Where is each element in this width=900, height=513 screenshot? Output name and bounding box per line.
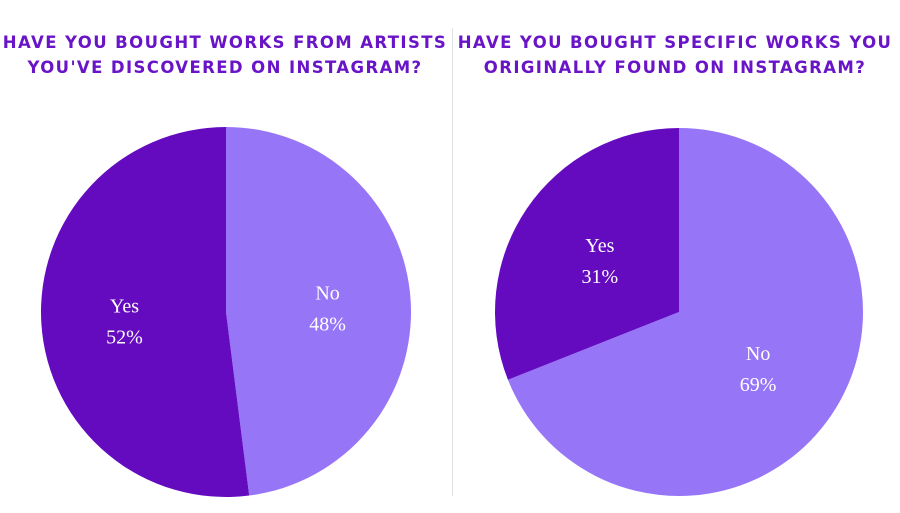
left-chart-title-line-2: YOU'VE DISCOVERED ON INSTAGRAM? [27,58,423,77]
left-chart-title: HAVE YOU BOUGHT WORKS FROM ARTISTS YOU'V… [0,30,450,80]
left-pie-chart: No 48% Yes 52% [41,127,412,497]
right-pie-chart: No 69% Yes 31% [495,128,864,497]
left-pie-label-yes: Yes [110,295,139,317]
left-pie-value-yes: 52% [106,326,143,348]
panel-divider [452,28,453,496]
left-pie-slice-yes [41,127,250,497]
right-chart-title: HAVE YOU BOUGHT SPECIFIC WORKS YOU ORIGI… [450,30,900,80]
left-pie-slice-no [226,127,412,496]
right-pie-value-yes: 31% [582,266,619,288]
right-pie-slice-no [507,128,864,497]
right-pie-slice-yes [495,128,679,380]
left-pie-label-no: No [315,283,339,305]
right-chart-title-line-1: HAVE YOU BOUGHT SPECIFIC WORKS YOU [457,33,893,52]
right-chart-title-line-2: ORIGINALLY FOUND ON INSTAGRAM? [483,58,867,77]
right-pie-label-no: No [746,343,770,365]
left-chart-title-line-1: HAVE YOU BOUGHT WORKS FROM ARTISTS [2,33,448,52]
right-chart-panel: HAVE YOU BOUGHT SPECIFIC WORKS YOU ORIGI… [450,0,900,513]
left-chart-panel: HAVE YOU BOUGHT WORKS FROM ARTISTS YOU'V… [0,30,450,497]
right-pie-value-no: 69% [740,374,777,396]
right-pie-label-yes: Yes [585,235,614,257]
left-pie-value-no: 48% [309,314,346,336]
